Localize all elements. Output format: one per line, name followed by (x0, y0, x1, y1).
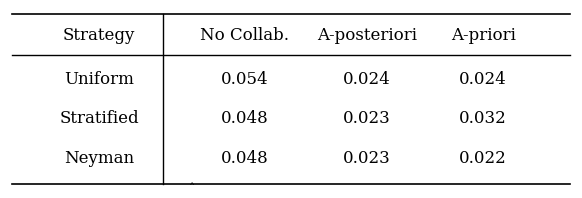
Text: 0.022: 0.022 (459, 149, 507, 167)
Text: 0.054: 0.054 (221, 70, 268, 88)
Text: 0.024: 0.024 (343, 70, 391, 88)
Text: Neyman: Neyman (64, 149, 134, 167)
Text: No Collab.: No Collab. (200, 27, 289, 44)
Text: Strategy: Strategy (63, 27, 135, 44)
Text: 0.048: 0.048 (221, 110, 268, 127)
Text: 0.024: 0.024 (459, 70, 507, 88)
Text: A-priori: A-priori (450, 27, 516, 44)
Text: 0.023: 0.023 (343, 149, 391, 167)
Text: Stratified: Stratified (59, 110, 139, 127)
Text: Uniform: Uniform (64, 70, 134, 88)
Text: 0.023: 0.023 (343, 110, 391, 127)
Text: ˆ: ˆ (189, 183, 195, 196)
Text: A-posteriori: A-posteriori (317, 27, 417, 44)
Text: 0.048: 0.048 (221, 149, 268, 167)
Text: 0.032: 0.032 (459, 110, 507, 127)
